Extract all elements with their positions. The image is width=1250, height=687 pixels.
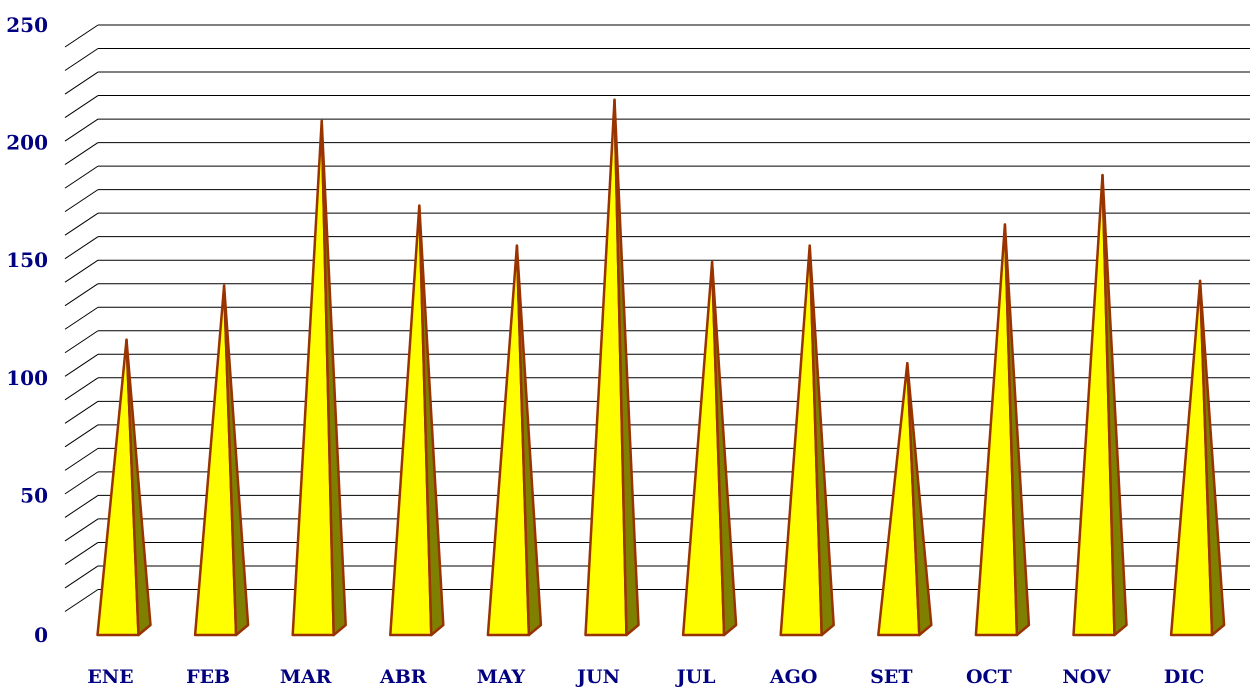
cone-side-face — [1101, 173, 1128, 637]
cone-side-face — [125, 338, 152, 637]
cone-nov — [1072, 173, 1128, 637]
cone-abr — [389, 204, 445, 637]
gridline-depth — [64, 400, 99, 424]
cone-set — [877, 361, 933, 637]
y-tick-label: 150 — [6, 248, 48, 272]
x-category-label: ABR — [379, 666, 427, 687]
gridline-depth — [64, 236, 99, 260]
cone-side-face — [320, 119, 347, 637]
gridline-depth — [64, 71, 99, 95]
cone-side-face — [418, 204, 445, 637]
x-category-label: OCT — [966, 666, 1012, 687]
cone-side-face — [222, 284, 250, 637]
y-tick-label: 200 — [6, 131, 48, 155]
cone-side-face — [515, 244, 543, 637]
cone-ene — [96, 338, 152, 637]
gridline-depth — [64, 447, 99, 471]
x-category-label: MAR — [280, 666, 332, 687]
gridline-depth — [64, 542, 99, 565]
gridline-depth — [64, 518, 99, 542]
gridline-depth — [64, 424, 99, 448]
gridline-depth — [64, 494, 99, 518]
y-tick-label: 100 — [6, 366, 48, 390]
cone-may — [486, 244, 543, 637]
gridline-depth — [64, 306, 99, 330]
y-tick-label: 250 — [6, 13, 48, 37]
x-category-label: JUN — [575, 666, 620, 687]
cone-dic — [1169, 279, 1226, 637]
gridline-depth — [64, 471, 99, 495]
gridline-depth — [64, 165, 99, 189]
x-axis-labels: ENE FEB MAR ABR MAY JUN JUL AGO SET OCT NOV DIC — [87, 666, 1204, 687]
gridline-depth — [64, 24, 99, 48]
cone-side-face — [613, 98, 640, 637]
gridline-depth — [64, 565, 99, 589]
cone-oct — [974, 223, 1031, 637]
gridline-depth — [64, 48, 99, 71]
gridline-depth — [64, 259, 99, 283]
y-axis-ticks: 0 50 100 150 200 250 — [6, 13, 48, 647]
gridline-depth — [64, 589, 99, 612]
cones — [96, 98, 1226, 637]
x-category-label: FEB — [186, 666, 230, 687]
cone-side-face — [710, 260, 738, 637]
x-category-label: SET — [870, 666, 912, 687]
cone-feb — [193, 284, 250, 637]
cone-side-face — [906, 361, 933, 637]
cone-mar — [291, 119, 347, 637]
cone-side-face — [1003, 223, 1031, 637]
gridline-depth — [64, 189, 99, 213]
gridline-depth — [64, 330, 99, 354]
x-category-label: JUL — [675, 666, 716, 687]
cone-side-face — [808, 244, 835, 637]
y-tick-label: 50 — [20, 483, 48, 507]
x-category-label: MAY — [477, 666, 526, 687]
cone-jun — [584, 98, 640, 637]
x-category-label: ENE — [87, 666, 133, 687]
cone-jul — [681, 260, 738, 637]
gridline-depth — [64, 353, 99, 377]
gridline-depth — [64, 212, 99, 236]
gridline-depth — [64, 95, 99, 118]
gridline-depth — [64, 283, 99, 307]
cone-side-face — [1198, 279, 1226, 637]
x-category-label: NOV — [1062, 666, 1112, 687]
gridlines — [64, 24, 1250, 612]
gridline-depth — [64, 377, 99, 401]
gridline-depth — [64, 142, 99, 166]
x-category-label: DIC — [1164, 666, 1205, 687]
y-tick-label: 0 — [34, 623, 48, 647]
cone-ago — [779, 244, 835, 637]
x-category-label: AGO — [769, 666, 818, 687]
gridline-depth — [64, 118, 99, 142]
